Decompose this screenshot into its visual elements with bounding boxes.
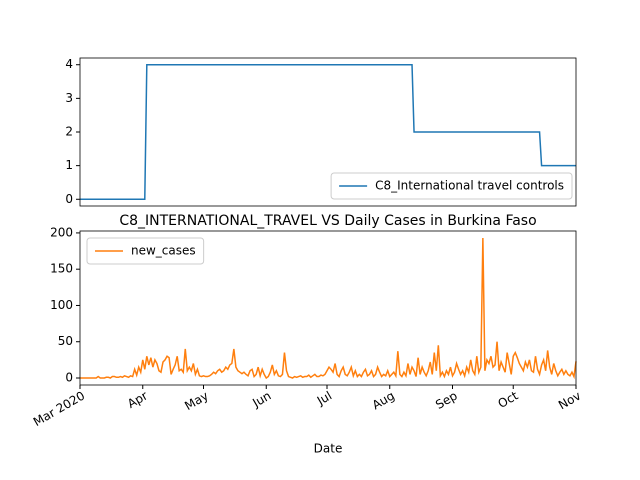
legend-frame: [86, 237, 205, 265]
y-tick-label: 3: [65, 91, 73, 105]
x-tick-label: Apr: [125, 388, 150, 411]
y-tick-label: 50: [58, 334, 73, 348]
x-tick-label: Aug: [370, 389, 397, 413]
x-tick-label: Jun: [249, 389, 273, 411]
y-tick-label: 1: [65, 158, 73, 172]
y-tick-label: 150: [50, 262, 73, 276]
series-line: [80, 63, 576, 201]
legend-label: C8_International travel controls: [375, 179, 564, 193]
x-tick-label: Oct: [496, 388, 521, 411]
legend: new_cases: [86, 237, 205, 265]
y-tick-label: 0: [65, 192, 73, 206]
y-tick-label: 2: [65, 125, 73, 139]
series-line: [80, 237, 577, 380]
legend-label: new_cases: [131, 244, 196, 258]
x-tick-label: May: [182, 389, 210, 414]
x-axis-label: Date: [314, 442, 343, 456]
x-tick-label: Mar 2020: [31, 389, 87, 430]
y-tick-label: 100: [50, 298, 73, 312]
axes-frame: [79, 230, 577, 386]
x-tick-label: Sep: [433, 389, 460, 412]
y-tick-label: 4: [65, 57, 73, 71]
legend: C8_International travel controls: [330, 172, 573, 200]
axes-frame: [79, 57, 577, 207]
x-tick-label: Nov: [556, 389, 583, 413]
y-tick-label: 0: [65, 371, 73, 385]
legend-frame: [330, 172, 573, 200]
y-tick-label: 200: [50, 225, 73, 239]
x-tick-label: Jul: [314, 389, 334, 409]
chart-title: C8_INTERNATIONAL_TRAVEL VS Daily Cases i…: [119, 213, 536, 229]
